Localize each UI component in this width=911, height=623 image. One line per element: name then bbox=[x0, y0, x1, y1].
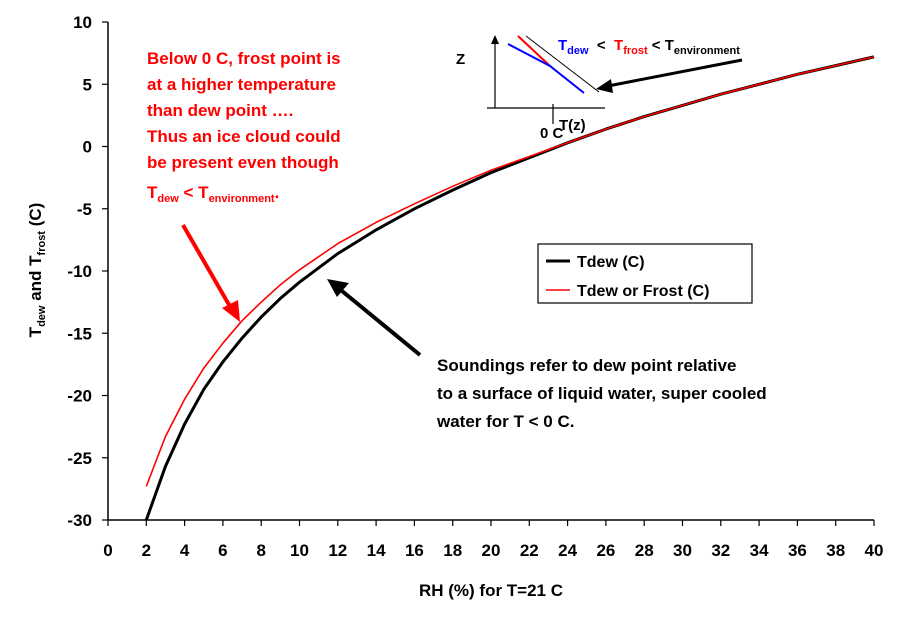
inset-z-arrowhead bbox=[491, 35, 499, 44]
red-note-line-4: Thus an ice cloud could bbox=[147, 127, 341, 146]
x-tick-label: 28 bbox=[635, 541, 654, 560]
y-tick-label: -25 bbox=[67, 449, 92, 468]
legend: Tdew (C) Tdew or Frost (C) bbox=[537, 243, 753, 304]
inset-tz-label: T(z) bbox=[559, 117, 586, 134]
y-tick-label: 10 bbox=[73, 13, 92, 32]
inset-relation: Tdew < Tfrost < Tenvironment bbox=[558, 37, 740, 57]
x-tick-label: 16 bbox=[405, 541, 424, 560]
y-axis-label: Tdew and Tfrost (C) bbox=[26, 203, 48, 338]
x-tick-label: 34 bbox=[750, 541, 769, 560]
inset-diagram: Z 0 C T(z) Tdew < Tfrost < Tenvironment bbox=[456, 35, 743, 142]
red-note-line-2: at a higher temperature bbox=[147, 75, 336, 94]
y-tick-label: 0 bbox=[83, 138, 92, 157]
red-note-line-5: be present even though bbox=[147, 153, 339, 172]
x-tick-label: 40 bbox=[865, 541, 884, 560]
inset-dew-line bbox=[507, 43, 585, 94]
x-tick-label: 32 bbox=[711, 541, 730, 560]
inset-env-line bbox=[525, 35, 600, 93]
x-tick-label: 8 bbox=[256, 541, 265, 560]
x-tick-label: 10 bbox=[290, 541, 309, 560]
inset-zero-label: 0 C bbox=[540, 125, 564, 142]
red-note-line-1: Below 0 C, frost point is bbox=[147, 49, 341, 68]
x-tick-label: 2 bbox=[142, 541, 151, 560]
red-arrow bbox=[181, 224, 240, 322]
x-tick-label: 36 bbox=[788, 541, 807, 560]
y-tick-labels: 10 5 0 -5 -10 -15 -20 -25 -30 bbox=[67, 13, 108, 530]
x-tick-label: 18 bbox=[443, 541, 462, 560]
black-annotation: Soundings refer to dew point relative to… bbox=[327, 279, 767, 431]
axes bbox=[107, 22, 874, 521]
x-tick-label: 30 bbox=[673, 541, 692, 560]
x-tick-labels: 0 2 4 6 8 10 12 14 16 18 20 22 24 26 28 30 32 34 36 38 40 bbox=[103, 520, 883, 560]
x-axis-label: RH (%) for T=21 C bbox=[419, 581, 563, 600]
black-note-line-3: water for T < 0 C. bbox=[436, 412, 574, 431]
y-tick-label: -15 bbox=[67, 324, 92, 343]
black-arrow bbox=[327, 279, 422, 357]
y-tick-label: -20 bbox=[67, 387, 92, 406]
x-tick-label: 0 bbox=[103, 541, 112, 560]
black-note-line-1: Soundings refer to dew point relative bbox=[437, 356, 736, 375]
x-tick-label: 24 bbox=[558, 541, 577, 560]
x-tick-label: 12 bbox=[328, 541, 347, 560]
x-tick-label: 22 bbox=[520, 541, 539, 560]
series-group bbox=[144, 55, 875, 521]
red-note-line-3: than dew point …. bbox=[147, 101, 293, 120]
red-annotation: Below 0 C, frost point is at a higher te… bbox=[147, 49, 341, 322]
red-note-line-6: Tdew < Tenvironment. bbox=[147, 183, 279, 205]
series-line-frost bbox=[145, 56, 875, 487]
y-tick-label: -10 bbox=[67, 262, 92, 281]
y-tick-label: -5 bbox=[77, 200, 92, 219]
x-tick-label: 38 bbox=[826, 541, 845, 560]
black-note-line-2: to a surface of liquid water, super cool… bbox=[437, 384, 767, 403]
x-tick-label: 14 bbox=[367, 541, 386, 560]
inset-arrow bbox=[596, 58, 743, 93]
y-tick-label: 5 bbox=[83, 75, 92, 94]
legend-box bbox=[537, 243, 753, 304]
x-tick-label: 6 bbox=[218, 541, 227, 560]
y-tick-label: -30 bbox=[67, 511, 92, 530]
legend-label-tdew: Tdew (C) bbox=[577, 254, 645, 271]
inset-z-label: Z bbox=[456, 51, 465, 68]
x-tick-label: 26 bbox=[596, 541, 615, 560]
legend-label-frost: Tdew or Frost (C) bbox=[577, 283, 709, 300]
x-tick-label: 4 bbox=[180, 541, 190, 560]
inset-frost-line bbox=[517, 35, 551, 67]
x-tick-label: 20 bbox=[482, 541, 501, 560]
